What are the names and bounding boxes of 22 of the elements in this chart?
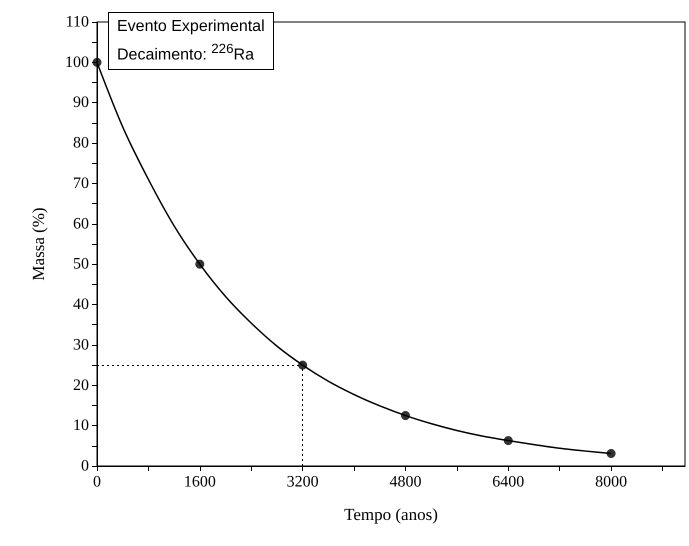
- y-tick-label: 80: [73, 134, 89, 152]
- x-tick-label: 3200: [286, 474, 319, 490]
- x-tick-label: 4800: [389, 474, 422, 490]
- x-tick-label: 6400: [492, 474, 524, 490]
- x-axis-title: Tempo (anos): [344, 505, 438, 524]
- y-tick-label: 50: [73, 256, 89, 273]
- y-tick-label: 10: [73, 417, 89, 434]
- y-tick-label: 60: [73, 215, 89, 232]
- y-tick-label: 100: [65, 54, 89, 71]
- y-tick-label: 90: [73, 94, 89, 112]
- y-tick-label: 40: [73, 296, 89, 314]
- y-tick-label: 110: [66, 14, 89, 30]
- y-tick-label: 0: [81, 458, 89, 474]
- x-tick-label: 1600: [184, 474, 216, 490]
- y-tick-label: 20: [73, 376, 89, 394]
- y-tick-label: 70: [73, 174, 89, 192]
- y-tick-label: 30: [73, 336, 89, 354]
- x-tick-label: 0: [93, 474, 101, 490]
- y-axis-title: Massa (%): [29, 207, 48, 281]
- annotation: Decaimento: $^{226}$Ra: [117, 41, 254, 64]
- x-tick-label: 8000: [595, 474, 628, 490]
- annotation: Evento Experimental: [117, 18, 265, 35]
